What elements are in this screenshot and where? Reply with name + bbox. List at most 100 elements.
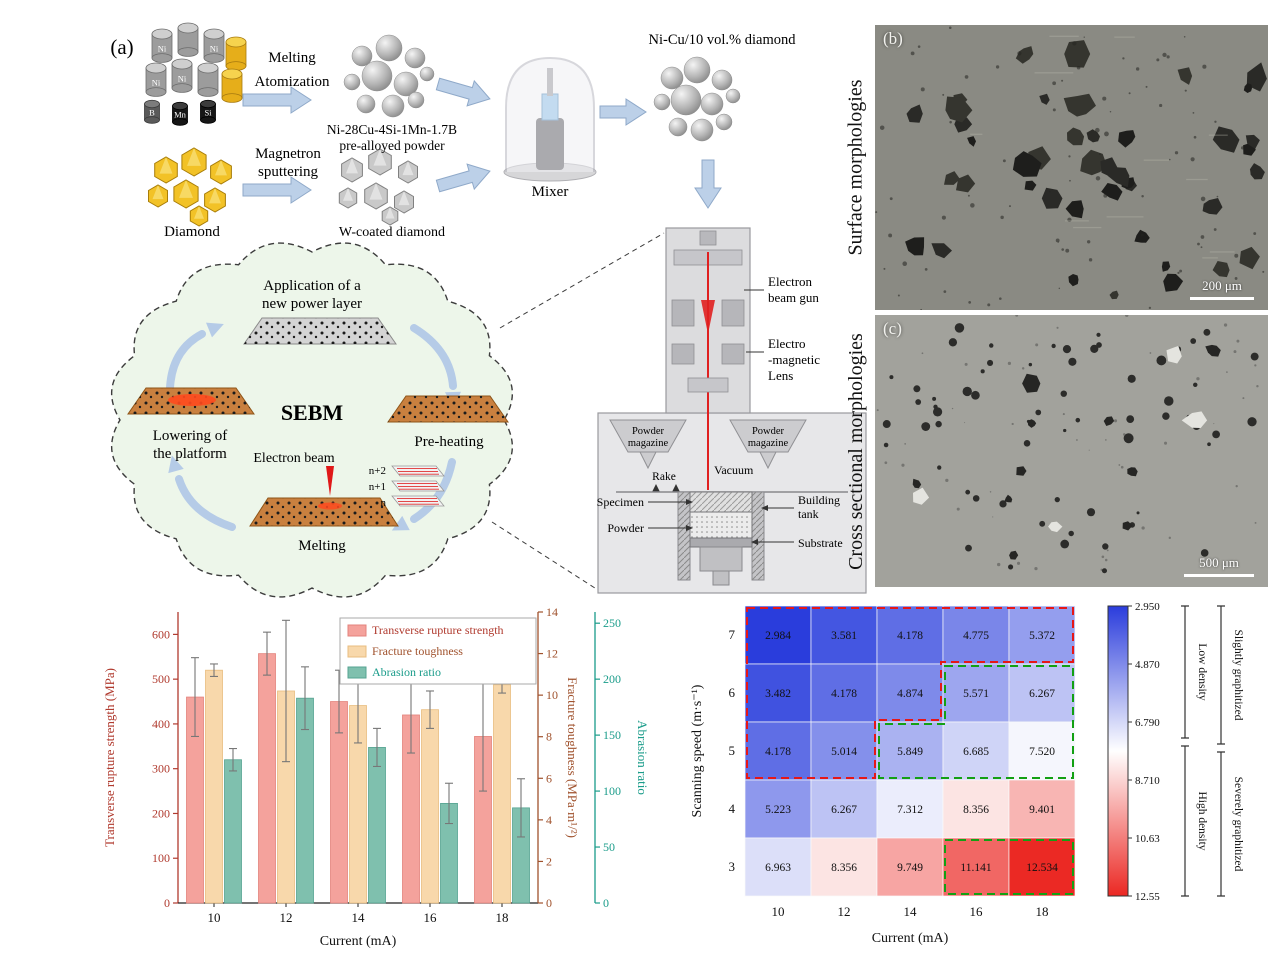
panel-b-label: (b) [883,29,903,48]
svg-text:Abrasion ratio: Abrasion ratio [372,665,441,679]
ebm-machine [597,227,867,594]
svg-text:18: 18 [1036,904,1049,919]
svg-text:Current (mA): Current (mA) [872,931,949,946]
svg-text:3.482: 3.482 [765,688,791,700]
svg-text:200: 200 [603,672,621,686]
svg-text:5.571: 5.571 [963,688,989,700]
svg-text:300: 300 [152,762,170,776]
svg-text:12: 12 [280,910,293,925]
heatmap-cell-2-4 [1008,721,1076,781]
svg-text:7.312: 7.312 [897,804,923,816]
powder-magazine-left [609,419,687,453]
svg-text:Transverse rupture strength: Transverse rupture strength [372,623,504,637]
label-atomization: Atomization [255,74,330,90]
svg-text:8: 8 [546,730,552,744]
svg-text:12.55: 12.55 [1135,891,1160,903]
svg-text:5.223: 5.223 [765,804,791,816]
svg-text:400: 400 [152,717,170,731]
label-magnetron-2: sputtering [258,164,318,180]
label-powder: Powder [607,521,644,535]
label-prealloy-1: Ni-28Cu-4Si-1Mn-1.7B [327,122,457,137]
svg-text:10: 10 [546,688,558,702]
svg-text:9.401: 9.401 [1029,804,1055,816]
panel-c-label: (c) [883,319,902,338]
process-arrows [242,77,722,209]
label-gun-2: beam gun [768,290,819,305]
electron-beam-cone [326,466,334,496]
svg-text:2: 2 [546,854,552,868]
svg-text:12: 12 [546,647,558,661]
svg-text:Si: Si [204,108,212,118]
svg-text:Ni: Ni [178,73,187,83]
layer-stack [391,465,445,507]
platform-melting [249,497,399,527]
svg-text:6.685: 6.685 [963,746,989,758]
svg-text:4.178: 4.178 [897,630,923,642]
svg-text:8.710: 8.710 [1135,775,1160,787]
mechanical-properties-bar-chart: 0 100 200 300 400 500 600 0 2 4 6 8 10 12 14 0 50 100 150 2… [102,605,650,949]
bar-series1-3 [421,709,439,904]
substrate-plate [689,537,753,548]
svg-text:12: 12 [838,904,851,919]
heatmap-cell-0-2 [876,605,944,665]
heatmap-cell-1-2 [876,663,944,723]
panel-a-label: (a) [110,35,133,59]
label-n0: n [381,497,387,509]
svg-text:2.984: 2.984 [765,630,791,642]
label-cycle-top-1: Application of a [263,278,361,294]
svg-text:7: 7 [729,627,736,642]
svg-text:Fracture toughness: Fracture toughness [372,644,463,658]
heatmap-cell-4-0 [744,837,812,897]
colorbar [1107,605,1129,897]
heatmap-cell-2-2 [876,721,944,781]
label-cycle-top-2: new power layer [262,296,362,312]
legend-box [339,617,537,685]
rake-tool [652,484,660,492]
diamond-crystals [148,147,232,227]
label-magazine-right-2: magazine [748,438,789,449]
svg-text:Scanning speed (m·s⁻¹): Scanning speed (m·s⁻¹) [690,684,705,817]
bar-series0-1 [258,653,276,904]
svg-text:Fracture toughness (MPa·m¹/²): Fracture toughness (MPa·m¹/²) [565,677,580,838]
svg-text:6: 6 [729,685,736,700]
label-substrate: Substrate [798,536,843,550]
svg-text:3.581: 3.581 [831,630,857,642]
platform-preheating [387,395,509,423]
label-gun-1: Electron [768,274,813,289]
svg-text:Severely graphitized: Severely graphitized [1232,777,1244,872]
process-window-heatmap: 2.984 3.581 4.178 4.775 5.372 3.482 4.178 4.874… [690,601,1244,946]
svg-text:4.874: 4.874 [897,688,923,700]
svg-text:Ni: Ni [152,77,161,87]
label-magnetron-1: Magnetron [255,146,321,162]
svg-text:14: 14 [352,910,366,925]
low-density-boundary [746,607,1074,779]
cross-section-particles [876,315,1259,574]
svg-text:7.520: 7.520 [1029,746,1055,758]
label-prealloy-2: pre-alloyed powder [339,138,445,153]
label-rake: Rake [652,471,676,483]
label-preheating: Pre-heating [414,434,484,450]
mixed-powder-spheres [653,56,741,142]
svg-text:100: 100 [152,851,170,865]
cycle-arrows [166,322,461,531]
mid-region-boundary [878,665,1074,779]
label-n1: n+1 [369,481,386,493]
svg-text:6.790: 6.790 [1135,717,1160,729]
svg-text:3: 3 [729,859,736,874]
svg-text:6.267: 6.267 [831,804,857,816]
bar-series1-0 [205,669,223,904]
svg-text:16: 16 [424,910,438,925]
label-lens-3: Lens [768,368,793,383]
graphitized-region-boundary [944,839,1074,895]
svg-text:4.178: 4.178 [765,746,791,758]
svg-text:High density: High density [1196,791,1208,850]
prealloyed-powder-spheres [343,34,435,118]
label-lens-1: Electro [768,336,806,351]
mixer-device [503,56,597,182]
svg-text:6.963: 6.963 [765,862,791,874]
label-building-tank-2: tank [798,507,819,521]
molten-spot [168,394,216,406]
platform-lowering [127,387,255,415]
raw-material-cylinders: Ni Ni Ni Ni B Mn Si [144,22,247,126]
scale-bar-c: 500 μm [1184,555,1254,577]
